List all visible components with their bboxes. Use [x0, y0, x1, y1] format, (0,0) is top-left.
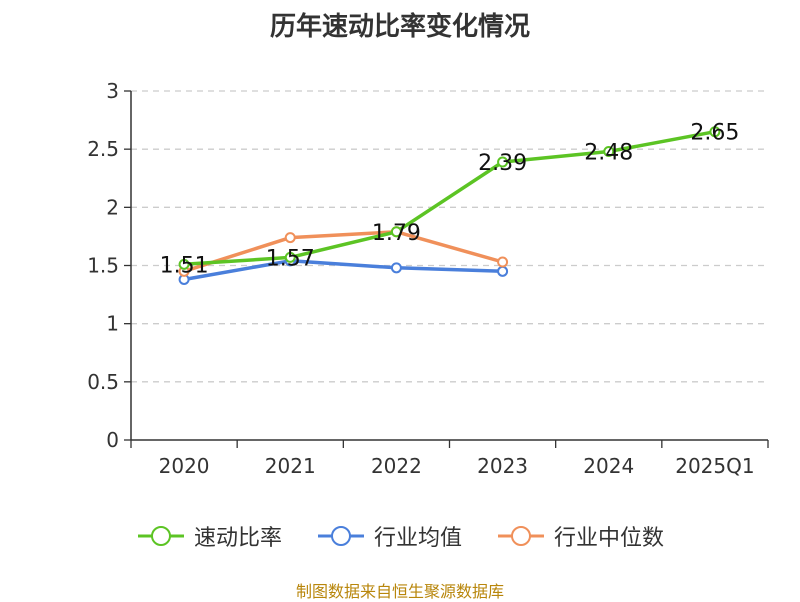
y-tick-label: 0.5: [87, 370, 119, 394]
data-point: [390, 226, 402, 238]
y-tick-label: 0: [106, 428, 119, 452]
legend: 速动比率 行业均值 行业中位数: [0, 520, 800, 552]
x-tick-label: 2021: [265, 454, 316, 478]
y-tick-label: 1.5: [87, 254, 119, 278]
data-point: [497, 256, 509, 268]
legend-swatch: [137, 526, 184, 546]
data-label: 1.57: [266, 246, 315, 271]
data-label: 2.39: [478, 151, 527, 176]
data-label: 1.79: [372, 221, 421, 246]
data-point: [284, 232, 296, 244]
series-line: [183, 230, 504, 273]
legend-swatch: [317, 526, 364, 546]
data-point: [603, 145, 615, 157]
legend-item[interactable]: 速动比率: [136, 520, 282, 552]
legend-swatch: [498, 526, 544, 546]
data-point: [390, 262, 402, 274]
data-label: 2.65: [690, 121, 739, 146]
series-line: [183, 129, 716, 267]
x-tick-label: 2023: [477, 454, 528, 478]
x-tick-label: 2022: [371, 454, 422, 478]
data-label: 2.48: [584, 140, 633, 165]
legend-label: 行业中位数: [554, 526, 665, 551]
series-line: [183, 259, 503, 282]
data-point: [497, 156, 509, 168]
data-point: [709, 126, 721, 138]
chart-title: 历年速动比率变化情况: [269, 12, 530, 42]
data-point: [178, 258, 190, 270]
x-tick-label: 2025Q1: [675, 454, 754, 478]
y-tick-label: 1: [106, 312, 119, 336]
data-point: [497, 265, 509, 277]
axes: 0 0.5 1 1.5 2 2.5 3 2020 2021 2022 2023 2024 2025Q1: [87, 79, 769, 478]
legend-label: 速动比率: [193, 526, 282, 551]
grid-lines: [131, 90, 768, 383]
y-tick-label: 2.5: [87, 137, 119, 161]
x-tick-label: 2024: [583, 454, 634, 478]
legend-item[interactable]: 行业中位数: [496, 520, 664, 552]
data-labels: 1.51 1.57 1.79 2.39 2.48 2.65: [160, 121, 740, 279]
source-note: 制图数据来自恒生聚源数据库: [295, 582, 504, 601]
legend-label: 行业均值: [373, 526, 462, 551]
x-tick-label: 2020: [159, 454, 210, 478]
y-tick-label: 3: [106, 79, 119, 103]
legend-item[interactable]: 行业均值: [316, 520, 462, 552]
data-label: 1.51: [160, 253, 209, 278]
y-tick-label: 2: [106, 195, 119, 219]
data-point: [284, 251, 296, 263]
series-lines: [178, 126, 721, 285]
